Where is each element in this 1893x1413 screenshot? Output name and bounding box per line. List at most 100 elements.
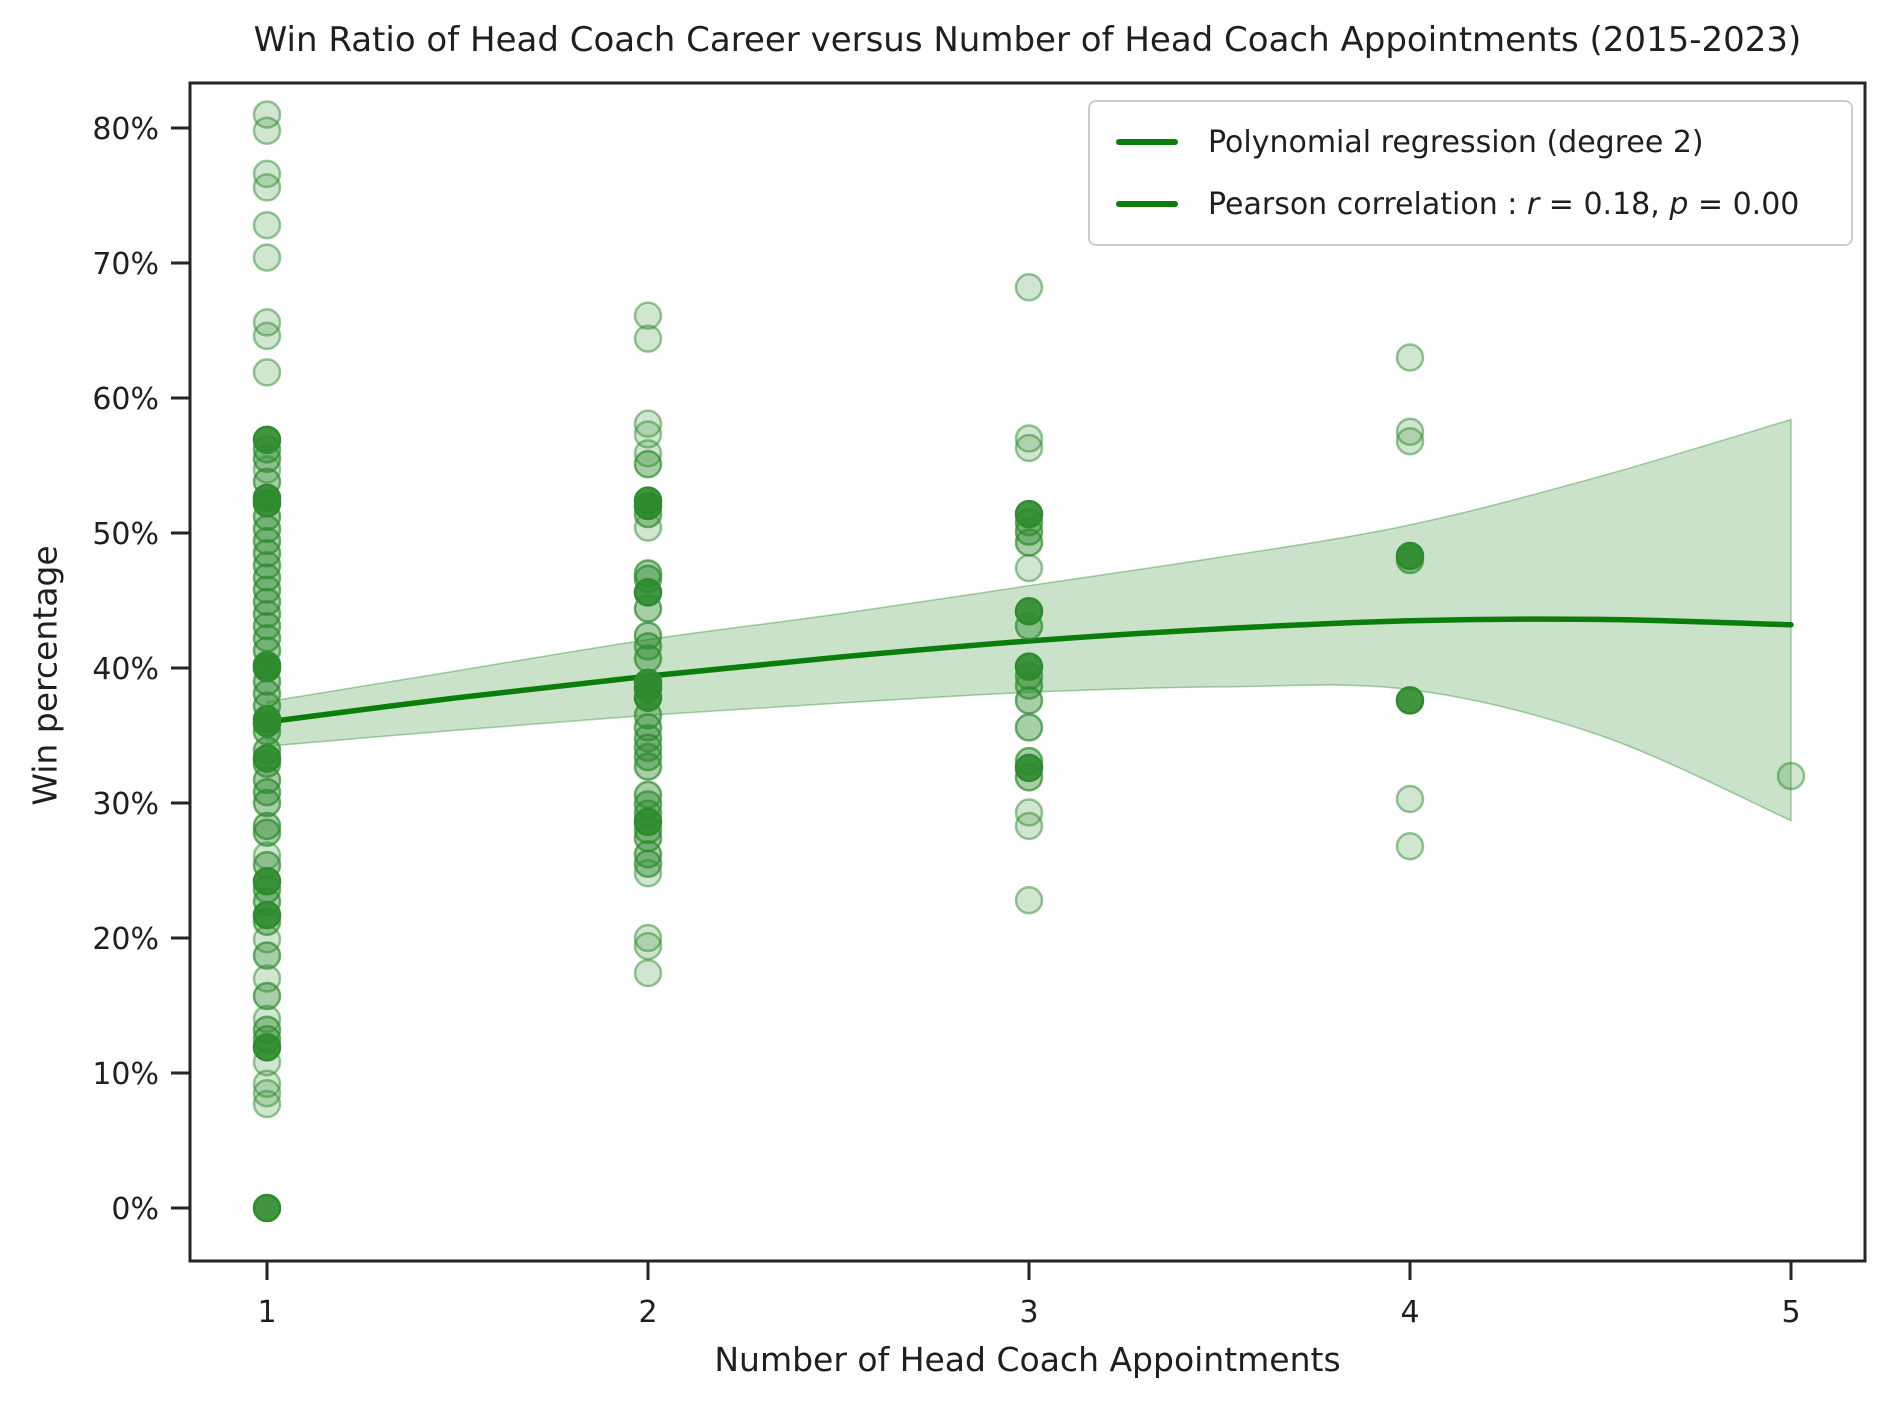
regression-line-layer	[264, 616, 1794, 725]
scatter-point	[252, 1004, 282, 1034]
scatter-point	[252, 358, 282, 387]
scatter-point	[1014, 528, 1044, 557]
axes-layer: 0% 10% 20% 30% 40% 50% 60% 70% 80% 1 2 3 4 5	[92, 81, 1867, 1330]
pearson-r-value: = 0.18,	[1539, 186, 1670, 222]
scatter-point	[252, 1069, 282, 1099]
scatter-point	[1014, 811, 1044, 841]
scatter-point	[1014, 517, 1044, 546]
pearson-line-swatch	[1116, 201, 1178, 207]
scatter-point	[633, 958, 663, 988]
scatter-point	[1014, 763, 1044, 792]
scatter-point	[252, 1089, 282, 1119]
scatter-point	[1014, 553, 1044, 583]
scatter-point	[252, 749, 282, 779]
scatter-point	[633, 713, 663, 742]
scatter-point	[633, 578, 663, 607]
scatter-point	[252, 788, 282, 818]
scatter-point	[1395, 426, 1425, 456]
scatter-point	[252, 1079, 282, 1108]
y-tick-label: 70%	[92, 247, 159, 282]
x-tick-label: 4	[1400, 1295, 1419, 1330]
scatter-point	[633, 815, 663, 845]
scatter-point	[1014, 686, 1044, 715]
y-tick-label: 30%	[92, 787, 159, 822]
regression-line	[264, 616, 1794, 725]
scatter-point	[252, 941, 282, 970]
scatter-point	[1776, 761, 1806, 791]
scatter-point	[633, 931, 663, 961]
scatter-point	[1395, 545, 1425, 575]
scatter-point	[633, 409, 663, 438]
scatter-point	[633, 807, 663, 837]
scatter-point	[1395, 686, 1425, 715]
pearson-p-value: = 0.00	[1688, 186, 1800, 222]
scatter-point	[1014, 597, 1044, 626]
x-axis-label: Number of Head Coach Appointments	[714, 1340, 1341, 1379]
scatter-point	[252, 210, 282, 240]
scatter-point	[633, 449, 663, 479]
scatter-point	[1014, 507, 1044, 537]
scatter-point	[633, 849, 663, 878]
x-tick-label: 5	[1781, 1295, 1800, 1330]
scatter-point	[1395, 784, 1425, 814]
legend-item-pearson: Pearson correlation : r = 0.18, p = 0.00	[1116, 176, 1825, 232]
y-tick-label: 20%	[92, 922, 159, 957]
scatter-point	[252, 981, 282, 1011]
y-tick-label: 80%	[92, 112, 159, 147]
scatter-point	[1014, 433, 1044, 463]
scatter-point	[252, 173, 282, 202]
scatter-point	[252, 900, 282, 930]
scatter-point	[1395, 831, 1425, 861]
legend-label-regression: Polynomial regression (degree 2)	[1208, 124, 1704, 160]
scatter-point	[1014, 611, 1044, 641]
scatter-point	[252, 243, 282, 272]
scatter-point	[252, 321, 282, 351]
y-tick-label: 40%	[92, 652, 159, 687]
scatter-points-layer	[252, 100, 1806, 1223]
scatter-point	[1014, 885, 1044, 915]
scatter-point	[633, 742, 663, 772]
x-tick-label: 3	[1019, 1295, 1038, 1330]
scatter-point	[1014, 753, 1044, 783]
scatter-point	[252, 100, 282, 129]
scatter-point	[633, 752, 663, 781]
scatter-point	[633, 324, 663, 353]
scatter-point	[1014, 713, 1044, 742]
y-tick-label: 0%	[111, 1192, 159, 1227]
scatter-point	[252, 1193, 282, 1223]
scatter-point	[1014, 424, 1044, 453]
y-tick-label: 10%	[92, 1057, 159, 1092]
chart-title: Win Ratio of Head Coach Career versus Nu…	[253, 20, 1802, 60]
scatter-point	[252, 867, 282, 896]
scatter-point	[252, 925, 282, 954]
scatter-point	[633, 621, 663, 650]
scatter-point	[252, 435, 282, 464]
x-tick-label: 2	[638, 1295, 657, 1330]
scatter-point	[633, 644, 663, 673]
legend-item-regression: Polynomial regression (degree 2)	[1116, 114, 1825, 170]
scatter-point	[633, 513, 663, 542]
scatter-point	[252, 777, 282, 807]
pearson-r-symbol: r	[1526, 186, 1540, 222]
pearson-p-symbol: p	[1669, 186, 1689, 222]
scatter-point	[633, 491, 663, 521]
scatter-point	[633, 439, 663, 468]
x-tick-label: 1	[257, 1295, 276, 1330]
scatter-point	[252, 818, 282, 847]
scatter-point	[252, 811, 282, 841]
scatter-point	[252, 1047, 282, 1077]
scatter-point	[1014, 273, 1044, 302]
legend-label-pearson: Pearson correlation : r = 0.18, p = 0.00	[1208, 187, 1799, 222]
scatter-point	[1395, 417, 1425, 446]
scatter-point	[252, 116, 282, 145]
y-tick-label: 60%	[92, 382, 159, 417]
scatter-point	[633, 301, 663, 330]
pearson-prefix: Pearson correlation :	[1208, 186, 1527, 222]
scatter-point	[252, 444, 282, 473]
y-tick-label: 50%	[92, 517, 159, 552]
regression-line-swatch	[1116, 139, 1178, 145]
y-axis-label: Win percentage	[25, 545, 65, 806]
scatter-point	[252, 1033, 282, 1062]
